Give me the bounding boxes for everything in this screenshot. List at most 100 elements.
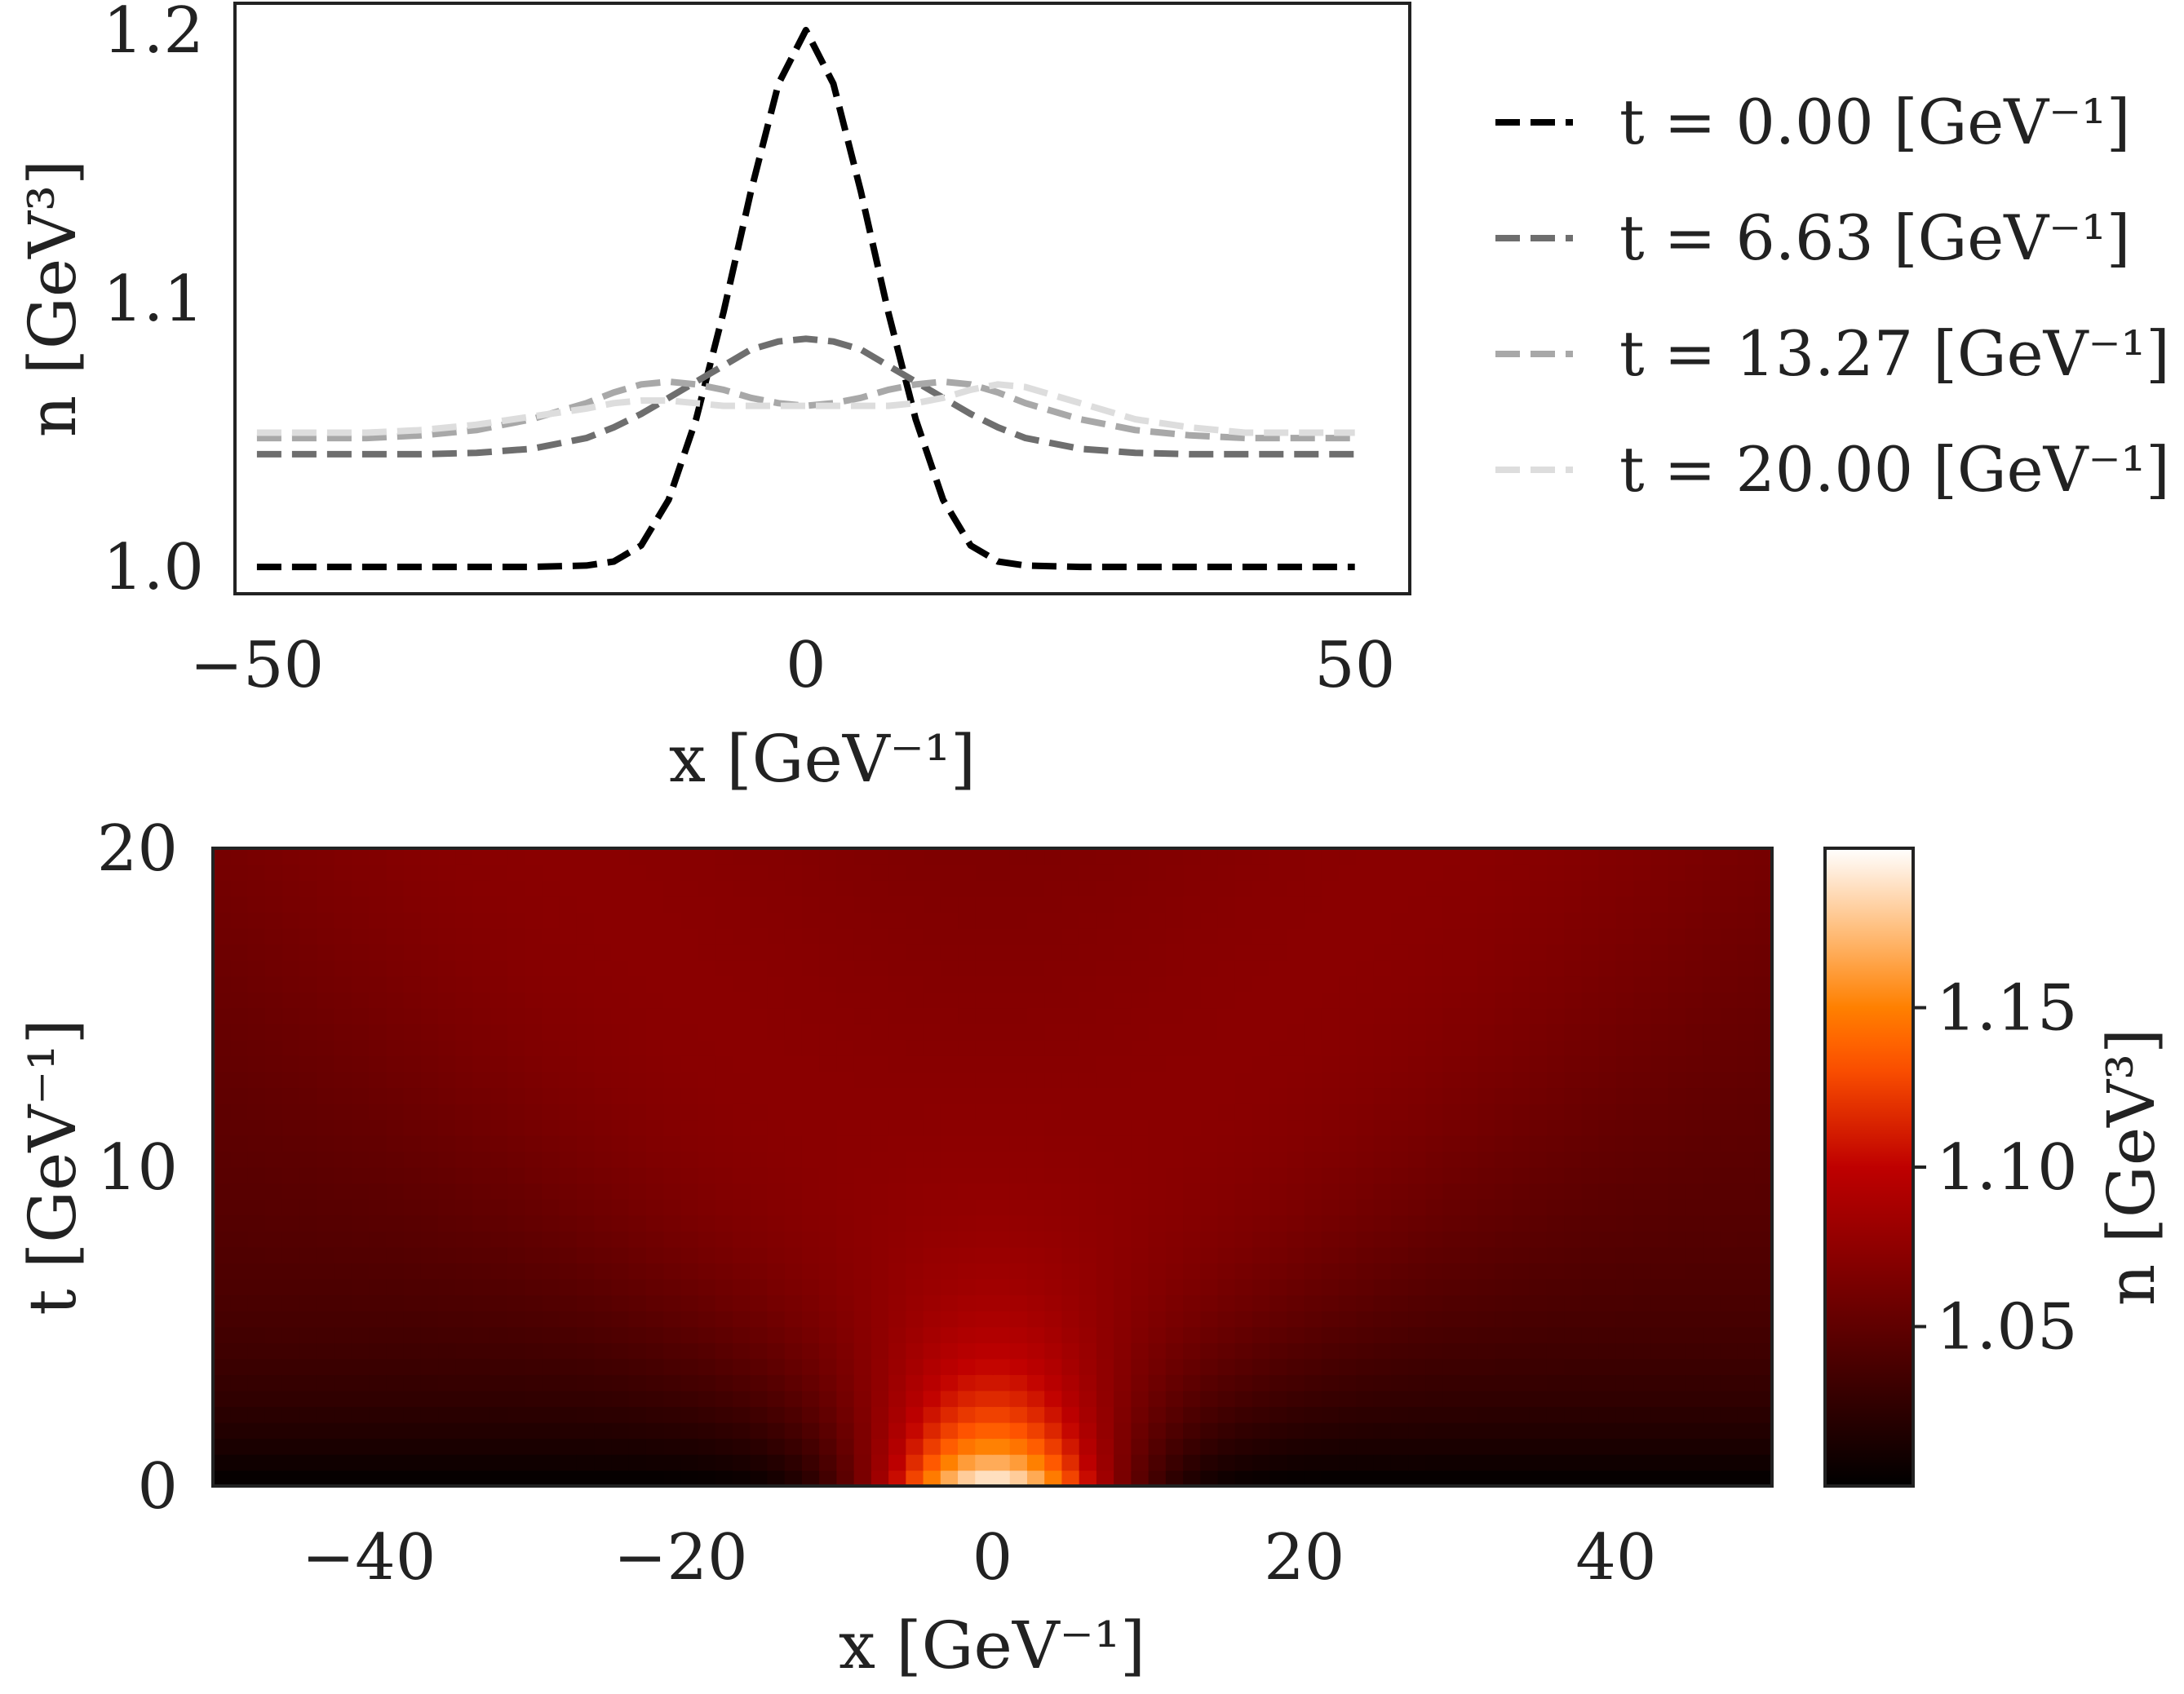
heatmap-cell	[1079, 1024, 1097, 1041]
heatmap-cell	[628, 1024, 647, 1041]
heatmap-cell	[334, 1151, 352, 1168]
heatmap-cell	[264, 1039, 283, 1056]
heatmap-cell	[750, 880, 769, 897]
heatmap-cell	[1114, 975, 1132, 993]
heatmap-cell	[1061, 1007, 1080, 1024]
heatmap-cell	[1442, 1263, 1461, 1280]
heatmap-cell	[1200, 1278, 1219, 1296]
heatmap-cell	[1737, 1278, 1756, 1296]
heatmap-cell	[1252, 1470, 1271, 1487]
heatmap-cell	[1390, 1310, 1409, 1328]
heatmap-cell	[247, 1007, 266, 1024]
heatmap-cell	[1477, 1055, 1496, 1073]
heatmap-cell	[264, 1470, 283, 1487]
heatmap-cell	[1581, 1214, 1600, 1232]
heatmap-cell	[1114, 848, 1132, 865]
heatmap-cell	[1079, 1406, 1097, 1423]
heatmap-cell	[1633, 1470, 1652, 1487]
heatmap-cell	[525, 1422, 543, 1440]
heatmap-cell	[870, 1438, 889, 1455]
heatmap-cell	[403, 1342, 422, 1360]
heatmap-cell	[1720, 880, 1739, 897]
heatmap-cell	[1668, 959, 1686, 977]
heatmap-cell	[420, 1214, 439, 1232]
heatmap-cell	[958, 848, 977, 865]
heatmap-cell	[992, 927, 1011, 945]
heatmap-cell	[490, 1390, 508, 1408]
heatmap-cell	[490, 1199, 508, 1216]
heatmap-cell	[1720, 1438, 1739, 1455]
heatmap-cell	[1217, 991, 1236, 1009]
heatmap-cell	[542, 1342, 560, 1360]
heatmap-cell	[1304, 1246, 1322, 1264]
heatmap-cell	[1165, 1342, 1184, 1360]
heatmap-cell	[1321, 1071, 1340, 1089]
heatmap-cell	[663, 1087, 682, 1104]
heatmap-cell	[1615, 1055, 1634, 1073]
heatmap-cell	[1373, 1470, 1392, 1487]
heatmap-cell	[1390, 1167, 1409, 1184]
heatmap-cell	[1165, 1263, 1184, 1280]
heatmap-cell	[611, 864, 630, 881]
heatmap-cell	[1044, 864, 1063, 881]
heatmap-cell	[1304, 1055, 1322, 1073]
heatmap-cell	[247, 1390, 266, 1408]
heatmap-cell	[1061, 1055, 1080, 1073]
heatmap-cell	[334, 1453, 352, 1471]
heatmap-cell	[992, 1390, 1011, 1408]
heatmap-cell	[1183, 1214, 1202, 1232]
heatmap-cell	[1495, 1310, 1513, 1328]
heatmap-cell	[680, 1103, 699, 1121]
heatmap-cell	[870, 1134, 889, 1152]
heatmap-cell	[525, 1231, 543, 1248]
heatmap-cell	[715, 1453, 733, 1471]
heatmap-cell	[1304, 864, 1322, 881]
heatmap-cell	[1512, 944, 1531, 961]
heatmap-cell	[1703, 1310, 1721, 1328]
heatmap-cell	[1546, 1231, 1565, 1248]
heatmap-cell	[420, 1071, 439, 1089]
heatmap-cell	[334, 1470, 352, 1487]
heatmap-cell	[1148, 944, 1167, 961]
heatmap-cell	[542, 1231, 560, 1248]
heatmap-cell	[1304, 1342, 1322, 1360]
heatmap-cell	[1581, 1406, 1600, 1423]
heatmap-cell	[1633, 1039, 1652, 1056]
heatmap-cell	[1650, 1024, 1669, 1041]
heatmap-cell	[1477, 1246, 1496, 1264]
heatmap-cell	[1131, 912, 1150, 929]
heatmap-cell	[1685, 1214, 1703, 1232]
heatmap-cell	[1009, 1151, 1028, 1168]
heatmap-cell	[1165, 1390, 1184, 1408]
heatmap-cell	[698, 1151, 716, 1168]
heatmap-cell	[1026, 1326, 1045, 1343]
heatmap-cell	[1615, 1167, 1634, 1184]
heatmap-cell	[507, 1342, 525, 1360]
heatmap-cell	[351, 1214, 370, 1232]
heatmap-cell	[472, 1406, 491, 1423]
heatmap-cell	[1529, 848, 1548, 865]
heatmap-cell	[784, 1119, 803, 1136]
heatmap-cell	[767, 1453, 786, 1471]
heatmap-cell	[386, 1422, 405, 1440]
heatmap-cell	[438, 1470, 457, 1487]
heatmap-cell	[1615, 1183, 1634, 1200]
heatmap-cell	[1495, 1390, 1513, 1408]
heatmap-cell	[1633, 1024, 1652, 1041]
heatmap-cell	[334, 1007, 352, 1024]
heatmap-cell	[1131, 880, 1150, 897]
heatmap-cell	[680, 975, 699, 993]
heatmap-cell	[1252, 1134, 1271, 1152]
heatmap-cell	[299, 1024, 318, 1041]
heatmap-cell	[1668, 1374, 1686, 1391]
heatmap-cell	[1287, 1055, 1305, 1073]
heatmap-cell	[1044, 912, 1063, 929]
heatmap-cell	[1703, 880, 1721, 897]
heatmap-cell	[299, 975, 318, 993]
heatmap-cell	[455, 1374, 474, 1391]
heatmap-cell	[213, 912, 232, 929]
heatmap-cell	[733, 1087, 751, 1104]
heatmap-cell	[1512, 1119, 1531, 1136]
heatmap-cell	[1633, 1007, 1652, 1024]
heatmap-cell	[1339, 912, 1358, 929]
